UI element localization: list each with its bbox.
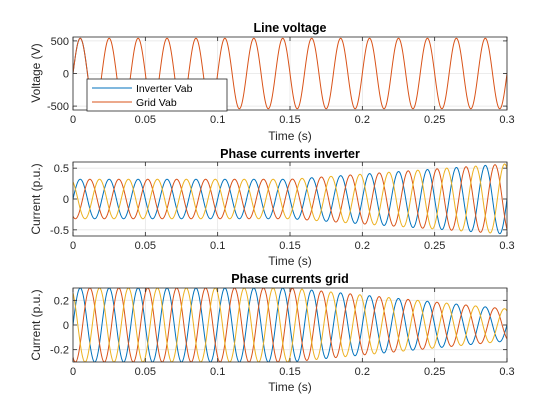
legend: Inverter Vab Grid Vab — [86, 78, 228, 112]
x-tick-label: 0.15 — [279, 114, 300, 126]
subplot-2-title: Phase currents inverter — [220, 147, 360, 161]
subplot-phase-currents-grid: Phase currents grid Time (s) Current (p.… — [29, 272, 515, 394]
x-tick-label: 0.3 — [499, 240, 514, 252]
x-tick-label: 0.05 — [135, 114, 156, 126]
x-tick-label: 0.1 — [210, 366, 225, 378]
x-tick-label: 0.1 — [210, 114, 225, 126]
subplot-2-ylabel: Current (p.u.) — [29, 163, 43, 234]
legend-box — [86, 78, 228, 112]
x-tick-label: 0 — [70, 114, 76, 126]
x-tick-label: 0.25 — [424, 366, 445, 378]
series-line-3-1 — [73, 288, 507, 362]
subplot-2-xlabel: Time (s) — [268, 254, 312, 268]
x-tick-label: 0.1 — [210, 240, 225, 252]
y-tick-label: 0.2 — [54, 295, 69, 307]
series-line-3-3 — [73, 288, 507, 362]
x-tick-label: 0 — [70, 240, 76, 252]
x-tick-label: 0.15 — [279, 240, 300, 252]
subplot-line-voltage: Line voltage Time (s) Voltage (V) 0 0.05 0… — [29, 21, 515, 143]
subplot-1-ylabel: Voltage (V) — [29, 43, 43, 102]
subplot-phase-currents-inverter: Phase currents inverter Time (s) Current… — [29, 147, 515, 268]
x-tick-label: 0 — [70, 366, 76, 378]
x-tick-label: 0.25 — [424, 114, 445, 126]
y-tick-label: 500 — [51, 36, 69, 48]
y-tick-label: -0.5 — [50, 225, 69, 237]
subplot-1-xlabel: Time (s) — [268, 129, 312, 143]
x-tick-label: 0.2 — [355, 240, 370, 252]
x-tick-label: 0.05 — [135, 366, 156, 378]
x-tick-label: 0.15 — [279, 366, 300, 378]
series-line-2-3 — [73, 163, 507, 234]
series-line-2-2 — [73, 164, 507, 233]
series-line-2-1 — [73, 164, 507, 235]
subplot-3-ticks: 0 0.05 0.1 0.15 0.2 0.25 0.3-0.200.2 — [50, 288, 515, 378]
subplot-3-title: Phase currents grid — [231, 272, 348, 286]
series-line-3-2 — [73, 288, 507, 362]
legend-label-inverter-vab: Inverter Vab — [136, 83, 193, 95]
y-tick-label: -500 — [47, 101, 69, 113]
y-tick-label: -0.2 — [50, 345, 69, 357]
legend-label-grid-vab: Grid Vab — [136, 97, 177, 109]
x-tick-label: 0.05 — [135, 240, 156, 252]
x-tick-label: 0.2 — [355, 114, 370, 126]
subplot-3-lines — [73, 288, 507, 362]
x-tick-label: 0.2 — [355, 366, 370, 378]
subplot-1-title: Line voltage — [254, 21, 327, 35]
x-tick-label: 0.25 — [424, 240, 445, 252]
x-tick-label: 0.3 — [499, 366, 514, 378]
subplot-3-xlabel: Time (s) — [268, 380, 312, 394]
x-tick-label: 0.3 — [499, 114, 514, 126]
y-tick-label: 0 — [63, 320, 69, 332]
subplot-2-lines — [73, 163, 507, 235]
series-line-1-2 — [73, 37, 507, 110]
subplot-3-ylabel: Current (p.u.) — [29, 289, 43, 360]
y-tick-label: 0 — [63, 69, 69, 81]
subplot-2-ticks: 0 0.05 0.1 0.15 0.2 0.25 0.3-0.500.5 — [50, 162, 515, 252]
y-tick-label: 0.5 — [54, 163, 69, 175]
y-tick-label: 0 — [63, 194, 69, 206]
